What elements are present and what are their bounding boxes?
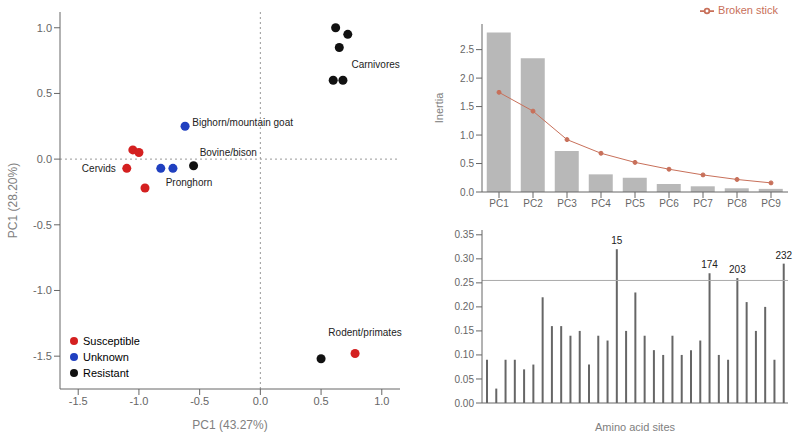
svg-text:0.05: 0.05 <box>455 374 475 385</box>
svg-text:203: 203 <box>729 264 746 275</box>
svg-text:0.35: 0.35 <box>455 229 475 240</box>
svg-text:PC1 (28.20%): PC1 (28.20%) <box>8 163 20 238</box>
svg-text:-0.5: -0.5 <box>190 395 209 407</box>
svg-text:Carnivores: Carnivores <box>351 59 399 70</box>
svg-text:0.00: 0.00 <box>455 398 475 409</box>
svg-text:PC7: PC7 <box>693 198 713 209</box>
svg-text:174: 174 <box>701 259 718 270</box>
svg-text:PC2: PC2 <box>523 198 543 209</box>
svg-text:Bighorn/mountain goat: Bighorn/mountain goat <box>192 117 293 128</box>
svg-text:-1.0: -1.0 <box>129 395 148 407</box>
svg-text:Amino acid sites: Amino acid sites <box>595 421 676 433</box>
svg-text:0.0: 0.0 <box>253 395 268 407</box>
svg-text:1.0: 1.0 <box>37 22 52 34</box>
svg-text:0.15: 0.15 <box>455 325 475 336</box>
svg-text:Bovine/bison: Bovine/bison <box>200 147 257 158</box>
svg-text:PC6: PC6 <box>659 198 679 209</box>
html-text:Unknown: Unknown <box>83 351 129 363</box>
svg-text:-1.0: -1.0 <box>33 284 52 296</box>
svg-text:0.10: 0.10 <box>455 349 475 360</box>
svg-text:PC1: PC1 <box>489 198 509 209</box>
html-text:Broken stick: Broken stick <box>718 4 778 16</box>
svg-text:0.0: 0.0 <box>460 187 474 198</box>
svg-text:1.0: 1.0 <box>460 130 474 141</box>
svg-text:0.5: 0.5 <box>37 87 52 99</box>
svg-text:Pronghorn: Pronghorn <box>166 177 213 188</box>
svg-text:0.25: 0.25 <box>455 277 475 288</box>
html-text:Susceptible: Susceptible <box>83 335 140 347</box>
svg-text:2.0: 2.0 <box>460 73 474 84</box>
svg-text:PC9: PC9 <box>761 198 781 209</box>
svg-text:PC8: PC8 <box>727 198 747 209</box>
svg-text:1.5: 1.5 <box>460 101 474 112</box>
html-text:Resistant: Resistant <box>83 367 129 379</box>
svg-text:PC4: PC4 <box>591 198 611 209</box>
svg-text:PC1 (43.27%): PC1 (43.27%) <box>192 418 267 432</box>
svg-text:Rodent/primates: Rodent/primates <box>328 327 401 338</box>
svg-text:Inertia: Inertia <box>433 92 445 123</box>
svg-text:-1.5: -1.5 <box>33 350 52 362</box>
svg-text:-1.5: -1.5 <box>69 395 88 407</box>
svg-text:-0.5: -0.5 <box>33 219 52 231</box>
svg-text:0.0: 0.0 <box>37 153 52 165</box>
svg-text:2.5: 2.5 <box>460 44 474 55</box>
svg-text:Cervids: Cervids <box>82 163 116 174</box>
svg-text:0.30: 0.30 <box>455 253 475 264</box>
svg-text:PC3: PC3 <box>557 198 577 209</box>
svg-text:1.0: 1.0 <box>374 395 389 407</box>
svg-text:15: 15 <box>611 235 623 246</box>
svg-text:0.20: 0.20 <box>455 301 475 312</box>
svg-text:0.5: 0.5 <box>313 395 328 407</box>
svg-text:PC5: PC5 <box>625 198 645 209</box>
svg-text:0.5: 0.5 <box>460 158 474 169</box>
svg-text:232: 232 <box>775 250 792 261</box>
